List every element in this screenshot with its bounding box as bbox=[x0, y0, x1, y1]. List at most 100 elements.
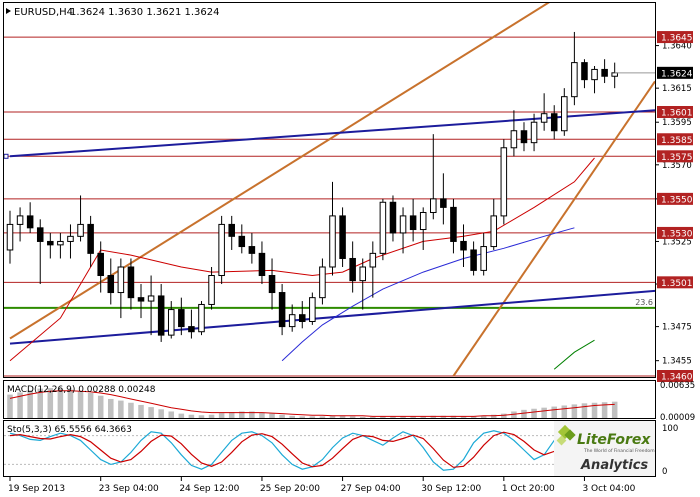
macd-bar bbox=[591, 402, 598, 418]
candle-body bbox=[319, 266, 326, 299]
macd-tick-label: 0.00009 bbox=[660, 413, 695, 423]
price-tag-label: 1.3575 bbox=[661, 153, 693, 163]
candle bbox=[571, 31, 578, 106]
price-tag-label: 1.3624 bbox=[661, 69, 693, 79]
candle-body bbox=[349, 257, 356, 282]
price-tick-label: 1.3525 bbox=[662, 237, 692, 247]
time-tick-label: 25 Sep 20:00 bbox=[260, 484, 320, 494]
candle bbox=[540, 93, 548, 131]
macd-bar bbox=[410, 416, 416, 418]
price-tags: 1.36451.36011.35851.35751.35501.35301.35… bbox=[614, 31, 693, 383]
price-tick-label: 1.3475 bbox=[662, 323, 692, 333]
trendline-orange bbox=[9, 3, 550, 340]
brand-tagline: The World of Financial Freedom bbox=[583, 448, 655, 454]
macd-bar bbox=[400, 416, 406, 418]
brand-logo-box bbox=[554, 421, 655, 476]
price-tag-label: 1.3460 bbox=[661, 373, 693, 383]
candle-body bbox=[561, 96, 568, 132]
price-tag-label: 1.3501 bbox=[661, 279, 693, 289]
candle bbox=[57, 232, 64, 259]
candle-body bbox=[430, 198, 437, 213]
macd-bar bbox=[601, 402, 608, 418]
candlesticks bbox=[6, 31, 618, 342]
time-tick-label: 1 Oct 20:00 bbox=[502, 484, 555, 494]
macd-bar bbox=[148, 407, 154, 418]
macd-bar bbox=[440, 415, 447, 418]
macd-bar bbox=[47, 388, 54, 418]
candle bbox=[36, 219, 44, 285]
candle-body bbox=[77, 223, 84, 237]
candle-body bbox=[36, 227, 44, 242]
brand-name: LiteForex bbox=[577, 432, 651, 448]
stochastic-panel bbox=[4, 430, 655, 471]
price-tick-label: 1.3570 bbox=[662, 161, 692, 171]
time-tick-label: 23 Sep 04:00 bbox=[99, 484, 159, 494]
candle bbox=[218, 215, 225, 285]
candle-body bbox=[248, 246, 256, 254]
candle-body bbox=[67, 235, 74, 242]
price-tag-bg bbox=[657, 226, 693, 239]
price-tag-label: 1.3585 bbox=[661, 136, 693, 146]
candle-body bbox=[258, 252, 266, 277]
macd-bar bbox=[299, 416, 306, 418]
macd-bar bbox=[208, 414, 215, 418]
macd-bar bbox=[158, 409, 164, 418]
macd-panel bbox=[7, 388, 618, 418]
candle bbox=[107, 258, 115, 305]
macd-bar bbox=[370, 416, 376, 418]
price-tag-label: 1.3550 bbox=[661, 195, 693, 205]
candle-body bbox=[117, 266, 125, 294]
candle bbox=[591, 66, 598, 94]
candle-body bbox=[359, 266, 367, 282]
macd-bar bbox=[561, 405, 568, 418]
price-tick-label: 1.3455 bbox=[662, 357, 692, 367]
macd-bar bbox=[319, 416, 326, 418]
price-tag-label: 1.3601 bbox=[661, 109, 693, 119]
candle bbox=[258, 241, 266, 285]
candle bbox=[490, 198, 498, 250]
candle bbox=[167, 301, 175, 339]
candle bbox=[440, 173, 447, 225]
macd-bar bbox=[289, 415, 295, 418]
candle bbox=[288, 304, 296, 332]
candle bbox=[329, 181, 336, 276]
candle-body bbox=[440, 198, 447, 208]
candle-body bbox=[591, 68, 598, 81]
fibonacci-level: 23.6 bbox=[4, 298, 655, 309]
macd-bar bbox=[249, 411, 255, 418]
macd-bar bbox=[37, 388, 44, 418]
candle-body bbox=[6, 223, 14, 251]
symbol-timeframe: EURUSD,H4 bbox=[14, 7, 73, 18]
candle-body bbox=[409, 215, 417, 231]
candle bbox=[500, 139, 508, 225]
price-tag-label: 1.3530 bbox=[661, 229, 693, 239]
candle-body bbox=[167, 309, 175, 336]
candle-body bbox=[198, 303, 205, 333]
candle-body bbox=[369, 252, 377, 268]
macd-bar bbox=[571, 404, 578, 418]
macd-bar bbox=[279, 414, 285, 418]
macd-tick-label: 0.00635 bbox=[660, 381, 695, 391]
chart-header-triangle-icon bbox=[6, 8, 11, 14]
macd-bar bbox=[581, 403, 588, 418]
trendline-blue bbox=[9, 289, 655, 345]
candle bbox=[339, 207, 346, 267]
candle bbox=[208, 266, 215, 310]
candle-body bbox=[490, 215, 498, 248]
candle-body bbox=[268, 275, 276, 294]
candle bbox=[6, 210, 14, 264]
moving-average-green bbox=[553, 339, 595, 370]
stoch-signal-line bbox=[9, 431, 615, 468]
macd-bar bbox=[531, 408, 537, 418]
time-tick-label: 3 Oct 04:00 bbox=[582, 484, 635, 494]
macd-bar bbox=[460, 416, 467, 418]
price-tag-bg bbox=[657, 66, 693, 79]
candle bbox=[601, 59, 608, 84]
candle bbox=[480, 232, 487, 276]
candle-body bbox=[581, 62, 588, 81]
candle-body bbox=[520, 130, 528, 144]
candle-body bbox=[147, 295, 155, 302]
macd-bar bbox=[470, 416, 477, 418]
candle-body bbox=[329, 215, 336, 268]
